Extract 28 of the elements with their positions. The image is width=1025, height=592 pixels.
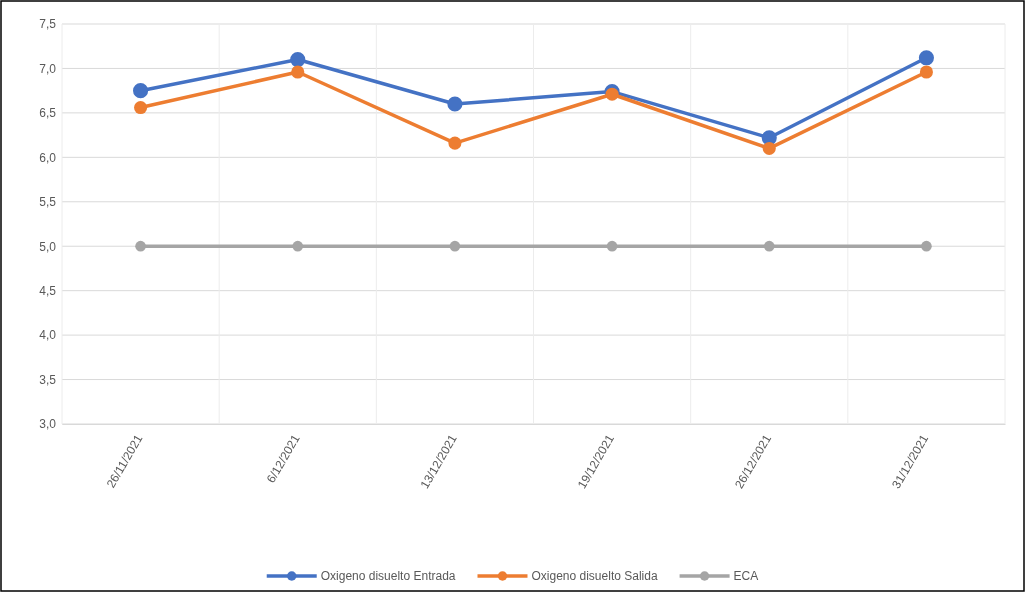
point <box>290 52 306 68</box>
point <box>133 83 149 99</box>
legend-label: ECA <box>733 569 759 584</box>
y-tick-label: 7,5 <box>39 17 57 32</box>
point <box>921 240 932 252</box>
y-tick-label: 6,5 <box>39 106 57 121</box>
point <box>292 240 304 252</box>
legend-label: Oxigeno disuelto Salida <box>531 569 658 584</box>
point <box>447 96 463 112</box>
point <box>606 240 618 252</box>
point <box>763 240 775 252</box>
point <box>762 141 776 155</box>
y-tick-label: 5,0 <box>39 239 57 254</box>
y-tick-label: 4,0 <box>39 328 57 343</box>
y-tick-label: 3,5 <box>39 372 57 387</box>
y-tick-label: 4,5 <box>39 284 57 299</box>
y-tick-label: 7,0 <box>39 61 57 76</box>
point <box>134 101 148 115</box>
point <box>918 50 934 66</box>
point <box>449 240 461 252</box>
point <box>448 136 462 150</box>
legend-label: Oxigeno disuelto Entrada <box>320 569 456 584</box>
point <box>291 65 305 79</box>
point <box>135 240 146 252</box>
y-tick-label: 3,0 <box>39 417 57 432</box>
y-tick-label: 5,5 <box>39 195 57 210</box>
point <box>919 65 933 79</box>
y-tick-label: 6,0 <box>39 150 57 165</box>
